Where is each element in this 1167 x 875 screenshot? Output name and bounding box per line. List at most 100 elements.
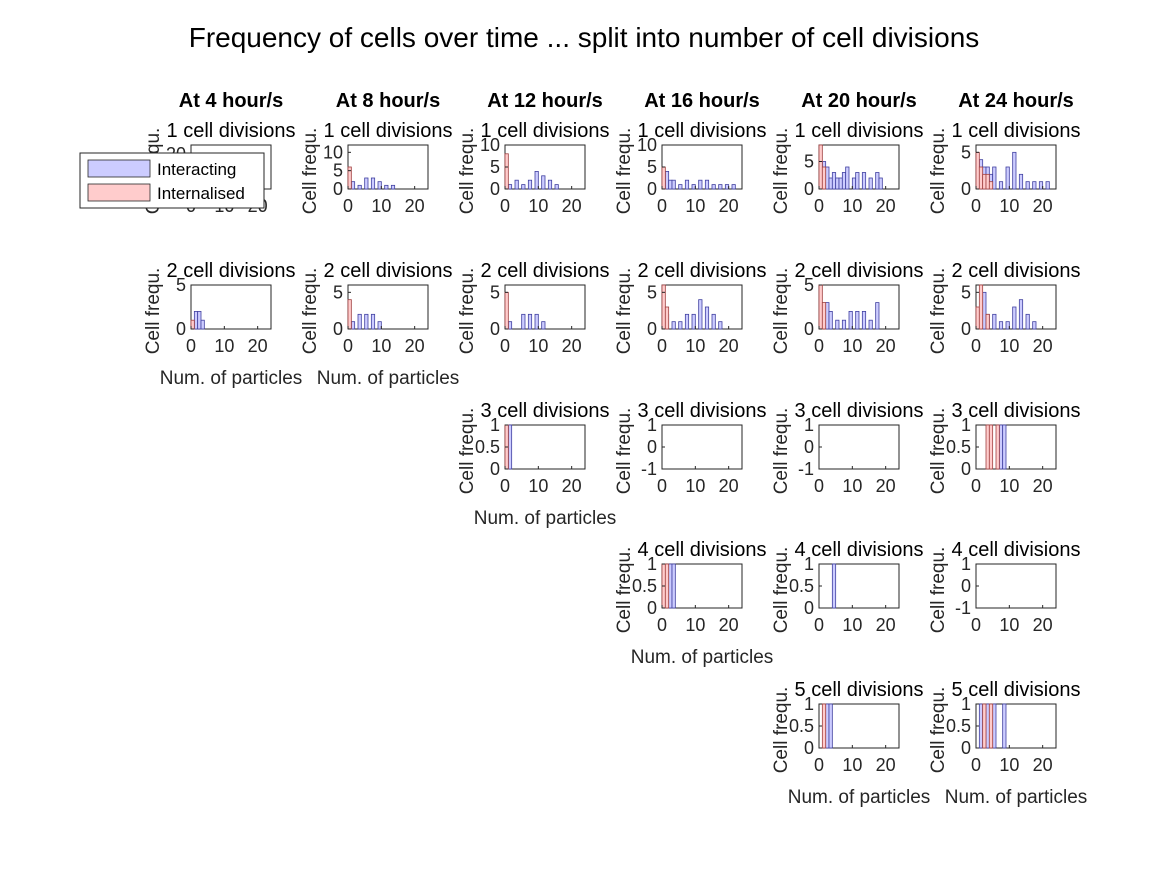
y-axis-label: Cell frequ.	[771, 268, 792, 355]
bar-internalised	[982, 703, 987, 749]
x-tick-label: 0	[343, 196, 353, 216]
x-tick-label: 10	[685, 196, 705, 216]
y-tick-label: 1	[804, 694, 814, 714]
bar-interacting	[534, 313, 539, 330]
y-axis-label: Cell frequ.	[300, 128, 321, 215]
subplot: 2 cell divisions 0 10 20 0 5 Cell frequ.	[457, 260, 609, 356]
x-tick-label: 0	[971, 196, 981, 216]
y-axis-label: Cell frequ.	[771, 408, 792, 495]
bar-interacting	[998, 424, 1004, 470]
bar-interacting	[838, 177, 843, 190]
y-tick-label: 0	[804, 319, 814, 339]
x-tick-label: 20	[248, 336, 268, 356]
bar-interacting	[377, 321, 382, 330]
bar-interacting	[547, 179, 553, 190]
y-axis-label: Cell frequ.	[928, 408, 949, 495]
x-tick-label: 20	[562, 476, 582, 496]
y-tick-label: 5	[804, 275, 814, 295]
bar-interacting	[992, 703, 997, 749]
x-tick-label: 10	[842, 196, 862, 216]
bar-interacting	[671, 563, 676, 609]
y-tick-label: 0	[647, 179, 657, 199]
subplot-title: 4 cell divisions	[638, 539, 767, 561]
x-tick-label: 10	[842, 336, 862, 356]
y-axis-label: Cell frequ.	[614, 547, 635, 634]
bar-interacting	[1002, 424, 1007, 470]
x-tick-label: 20	[719, 476, 739, 496]
x-tick-label: 0	[343, 336, 353, 356]
x-tick-label: 10	[999, 615, 1019, 635]
bar-interacting	[868, 177, 873, 190]
subplot-title: 1 cell divisions	[952, 120, 1081, 142]
y-tick-label: -1	[798, 459, 814, 479]
y-axis-label: Cell frequ.	[457, 128, 478, 215]
subplot: 2 cell divisions 0 10 20 0 5 Cell frequ. Num. o…	[300, 260, 459, 389]
x-tick-label: 10	[371, 196, 391, 216]
subplot-title: 4 cell divisions	[795, 539, 924, 561]
y-tick-label: -1	[955, 598, 971, 618]
bar-interacting	[841, 172, 847, 190]
x-axis-label: Num. of particles	[317, 368, 460, 389]
bar-interacting	[1045, 181, 1050, 190]
y-axis-label: Cell frequ.	[614, 408, 635, 495]
bar-interacting	[831, 563, 837, 609]
y-axis-label: Cell frequ.	[771, 547, 792, 634]
bar-interacting	[1032, 181, 1037, 190]
subplot-title: 3 cell divisions	[481, 400, 610, 422]
y-tick-label: 5	[804, 152, 814, 172]
y-axis-label: Cell frequ.	[143, 268, 164, 355]
y-tick-label: 1	[961, 554, 971, 574]
bar-interacting	[868, 319, 873, 330]
bar-interacting	[1018, 299, 1024, 330]
subplot-title: 1 cell divisions	[167, 120, 296, 142]
x-tick-label: 20	[876, 196, 896, 216]
bar-interacting	[364, 313, 369, 330]
bar-interacting	[200, 319, 205, 330]
bar-interacting	[521, 313, 526, 330]
y-tick-label: 0	[647, 598, 657, 618]
y-tick-label: 0	[804, 598, 814, 618]
bar-interacting	[825, 166, 830, 190]
column-title: At 4 hour/s	[179, 90, 283, 112]
y-axis-label: Cell frequ.	[300, 268, 321, 355]
bar-interacting	[875, 302, 880, 330]
y-tick-label: 1	[647, 415, 657, 435]
x-tick-label: 20	[719, 336, 739, 356]
bar-internalised	[988, 703, 994, 749]
y-tick-label: 0	[490, 319, 500, 339]
y-tick-label: 0	[961, 459, 971, 479]
bar-interacting	[1005, 166, 1010, 190]
subplot-title: 4 cell divisions	[952, 539, 1081, 561]
x-tick-label: 0	[814, 196, 824, 216]
bar-internalised	[982, 173, 987, 190]
bar-internalised	[985, 173, 990, 190]
bar-interacting	[370, 313, 376, 330]
bar-interacting	[541, 321, 546, 330]
subplot-axes	[347, 144, 429, 190]
bar-interacting	[825, 302, 830, 330]
bar-interacting	[691, 313, 696, 330]
y-tick-label: 0	[804, 179, 814, 199]
subplot-title: 5 cell divisions	[952, 679, 1081, 701]
subplot: 1 cell divisions 0 10 20 0 5 Cell frequ.	[771, 120, 923, 216]
y-axis-label: Cell frequ.	[614, 128, 635, 215]
y-axis-label: Cell frequ.	[457, 408, 478, 495]
x-tick-label: 20	[1033, 755, 1053, 775]
bar-interacting	[357, 313, 362, 330]
y-tick-label: 10	[637, 135, 657, 155]
x-tick-label: 10	[999, 755, 1019, 775]
bar-interacting	[831, 172, 837, 190]
bar-interacting	[698, 299, 703, 330]
subplot-title: 2 cell divisions	[795, 260, 924, 282]
x-tick-label: 10	[842, 615, 862, 635]
x-tick-label: 10	[842, 476, 862, 496]
y-tick-label: 1	[961, 415, 971, 435]
x-tick-label: 20	[876, 336, 896, 356]
subplot-title: 2 cell divisions	[324, 260, 453, 282]
bar-interacting	[671, 179, 676, 190]
subplot: 2 cell divisions 0 10 20 0 5 Cell frequ.	[614, 260, 766, 356]
bar-internalised	[995, 424, 1000, 470]
